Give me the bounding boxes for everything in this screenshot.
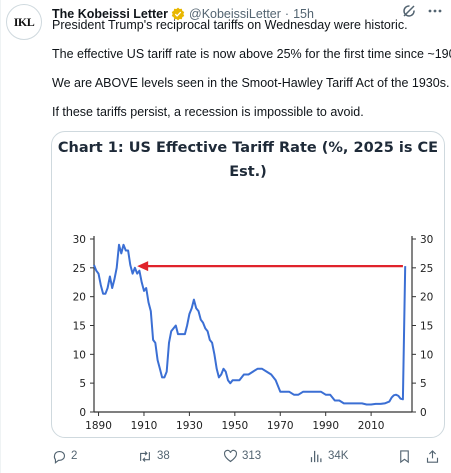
- x-tick-label: 1930: [176, 420, 203, 432]
- y-tick-right-label: 10: [420, 349, 433, 361]
- y-tick-right-label: 20: [420, 292, 433, 304]
- views-icon: [310, 450, 322, 462]
- y-tick-left-label: 30: [73, 234, 86, 246]
- y-tick-right-label: 0: [420, 407, 427, 419]
- bookmark-icon: [400, 449, 409, 463]
- repost-count: 38: [157, 450, 170, 462]
- y-tick-left-label: 20: [73, 292, 86, 304]
- grok-icon[interactable]: [401, 3, 417, 19]
- y-tick-right-label: 5: [420, 378, 427, 390]
- x-tick-label: 1970: [267, 420, 294, 432]
- x-tick-label: 1950: [221, 420, 248, 432]
- chart-title-line-1: Chart 1: US Effective Tariff Rate (%, 20…: [58, 140, 438, 156]
- like-icon: [223, 449, 238, 462]
- x-axis-ticks: 1890 1910 1930 1950 1970 1990 2010: [85, 412, 384, 432]
- tweet-actions: 2 38 313 34K: [52, 446, 444, 466]
- reply-button[interactable]: 2: [52, 449, 137, 464]
- x-tick-label: 1990: [312, 420, 339, 432]
- author-name[interactable]: The Kobeissi Letter: [52, 7, 168, 21]
- tweet-line-1: President Trump's reciprocal tariffs on …: [52, 18, 408, 32]
- views-button[interactable]: 34K: [309, 449, 397, 464]
- repost-button[interactable]: 38: [137, 449, 223, 464]
- reply-count: 2: [71, 450, 78, 462]
- y-axis-left-ticks: 0 5 10 15 20 25 30: [73, 234, 94, 419]
- author-handle[interactable]: @KobeissiLetter: [189, 7, 281, 21]
- red-arrow-annotation: [137, 261, 403, 272]
- arrow-head: [137, 261, 149, 272]
- x-tick-label: 1890: [85, 420, 112, 432]
- y-tick-left-label: 5: [79, 378, 86, 390]
- y-tick-right-label: 30: [420, 234, 433, 246]
- avatar[interactable]: IKL: [6, 4, 42, 40]
- tariff-chart: Chart 1: US Effective Tariff Rate (%, 20…: [58, 140, 438, 432]
- timeline-rail: [0, 0, 1, 473]
- post-time[interactable]: 15h: [293, 7, 314, 21]
- y-tick-left-label: 15: [73, 321, 86, 333]
- y-tick-right-label: 15: [420, 321, 433, 333]
- more-icon[interactable]: [427, 3, 443, 19]
- y-tick-left-label: 25: [73, 263, 86, 275]
- verified-badge-icon: [171, 7, 185, 21]
- tweet-line-3: We are ABOVE levels seen in the Smoot-Ha…: [52, 76, 450, 90]
- tweet-line-2: The effective US tariff rate is now abov…: [52, 47, 451, 61]
- share-button[interactable]: [425, 449, 443, 464]
- chart-axes: [93, 236, 413, 413]
- y-tick-right-label: 25: [420, 263, 433, 275]
- y-axis-right-ticks: 0 5 10 15 20 25 30: [412, 234, 433, 419]
- view-count: 34K: [328, 450, 349, 462]
- tweet-header: The Kobeissi Letter @KobeissiLetter · 15…: [52, 5, 314, 23]
- reply-icon: [53, 450, 65, 464]
- tweet-line-4: If these tariffs persist, a recession is…: [52, 105, 364, 119]
- header-actions: [401, 3, 443, 19]
- header-separator: ·: [284, 7, 290, 21]
- chart-title-line-2: Est.): [229, 164, 267, 180]
- like-button[interactable]: 313: [223, 449, 309, 464]
- tariff-rate-line: [93, 243, 407, 406]
- avatar-logo-text: IKL: [13, 14, 35, 29]
- like-count: 313: [242, 450, 262, 462]
- repost-icon: [140, 450, 150, 462]
- y-tick-left-label: 10: [73, 349, 86, 361]
- y-tick-left-label: 0: [79, 407, 86, 419]
- bookmark-button[interactable]: [397, 449, 425, 464]
- x-tick-label: 2010: [358, 420, 385, 432]
- x-tick-label: 1910: [131, 420, 158, 432]
- share-icon: [426, 449, 439, 463]
- chart-image-card[interactable]: Chart 1: US Effective Tariff Rate (%, 20…: [51, 131, 445, 438]
